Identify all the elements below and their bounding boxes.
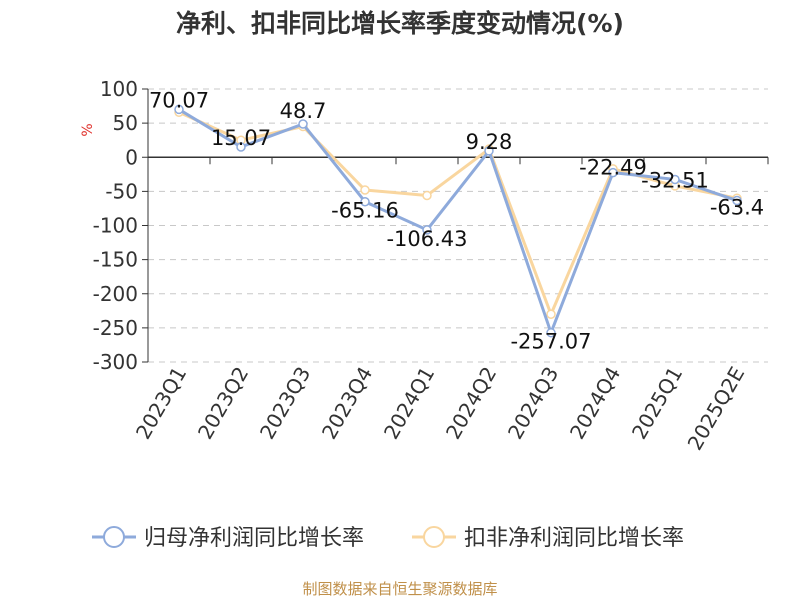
data-point — [546, 327, 556, 338]
data-point — [360, 196, 370, 207]
series-line — [178, 108, 738, 335]
x-tick-label: 2024Q3 — [503, 363, 563, 444]
data-point — [360, 185, 370, 195]
data-point — [298, 119, 308, 129]
y-tick-label: -250 — [93, 316, 138, 340]
y-tick-label: -50 — [105, 179, 138, 203]
data-point — [546, 309, 556, 319]
x-tick-label: 2023Q4 — [317, 363, 377, 444]
data-point — [670, 174, 680, 185]
y-tick-label: 50 — [113, 111, 138, 135]
data-label: -65.16 — [331, 199, 399, 223]
legend-label: 扣非净利润同比增长率 — [464, 526, 684, 551]
data-point — [422, 190, 432, 201]
data-label: -32.51 — [641, 168, 709, 192]
data-label: 70.07 — [149, 88, 209, 112]
x-tick-label: 2025Q1 — [627, 363, 687, 444]
y-tick-label: -200 — [93, 282, 138, 306]
y-tick-label: -100 — [93, 214, 138, 238]
data-point — [236, 142, 246, 152]
x-tick-label: 2023Q2 — [193, 363, 253, 444]
data-point — [174, 104, 184, 115]
x-tick-labels: 2023Q1 2023Q2 2023Q3 2023Q4 2024Q1 2024Q2 2024… — [131, 363, 749, 455]
data-label: -63.4 — [710, 196, 764, 220]
x-tick-label: 2024Q2 — [441, 363, 501, 444]
y-tick-label: -300 — [93, 350, 138, 374]
x-tick-label: 2023Q1 — [131, 363, 191, 444]
y-tick-label: 0 — [125, 145, 138, 169]
axes: % — [80, 88, 769, 363]
legend-item: 扣非净利润同比增长率 — [412, 526, 684, 551]
data-label: -22.49 — [579, 156, 647, 180]
x-tick-label: 2024Q1 — [379, 363, 439, 444]
y-tick-label: -150 — [93, 248, 138, 272]
data-label: 15.07 — [211, 126, 271, 150]
data-source-note: 制图数据来自恒生聚源数据库 — [302, 580, 498, 598]
data-label: 48.7 — [280, 99, 327, 123]
grid-lines — [148, 88, 768, 363]
legend: 归母净利润同比增长率 扣非净利润同比增长率 — [92, 526, 684, 551]
legend-label: 归母净利润同比增长率 — [144, 526, 364, 551]
legend-item: 归母净利润同比增长率 — [92, 526, 364, 551]
x-tick-label: 2023Q3 — [255, 363, 315, 444]
y-tick-labels: 100 50 0 -50 -100 -150 -200 -250 -300 — [93, 77, 138, 374]
chart-title: 净利、扣非同比增长率季度变动情况(%) — [176, 9, 624, 38]
data-label: -106.43 — [386, 227, 467, 251]
data-point — [608, 167, 618, 178]
x-tick-label: 2024Q4 — [565, 363, 625, 444]
data-point — [422, 225, 432, 235]
data-label: -257.07 — [510, 330, 591, 354]
data-point — [484, 146, 494, 156]
y-tick-label: 100 — [100, 77, 138, 101]
y-axis-unit: % — [80, 123, 96, 136]
data-point — [732, 195, 742, 206]
legend-marker — [103, 526, 125, 548]
legend-marker — [423, 526, 445, 548]
series-lines — [174, 104, 742, 338]
x-tick-label: 2025Q2E — [683, 363, 750, 455]
data-label: 9.28 — [466, 130, 513, 154]
